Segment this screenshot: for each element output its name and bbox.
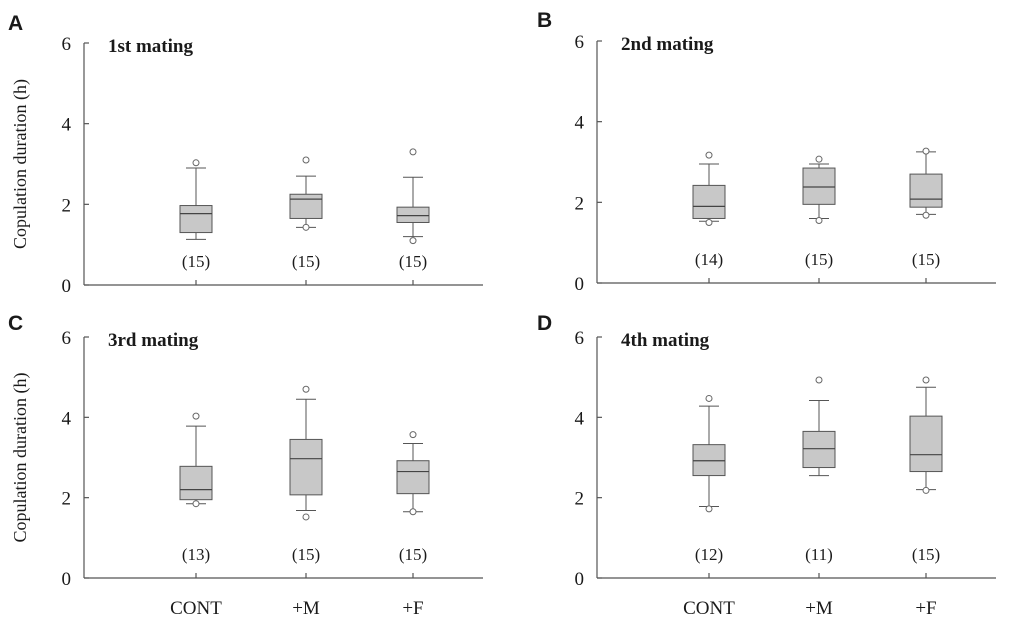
panel-c-box-2-box xyxy=(396,460,430,495)
panel-b-box-0-outlier xyxy=(705,151,713,159)
panel-d-box-1-n-label: (11) xyxy=(805,545,833,564)
panel-b-box-2-outlier xyxy=(922,211,930,219)
panel-d-y-tick-label: 0 xyxy=(575,569,585,590)
panel-c-y-tick-label: 0 xyxy=(62,569,72,590)
panel-a-box-0-outlier xyxy=(192,159,200,167)
panel-b-y-tick-label: 6 xyxy=(575,32,585,53)
panel-a-y-tick-label: 2 xyxy=(62,195,72,216)
panel-c-box-0-n-label: (13) xyxy=(182,545,210,564)
panel-c-box-0-outlier xyxy=(192,500,200,508)
panel-a-box-1-outlier xyxy=(302,156,310,164)
panel-c-x-label-2: +F xyxy=(402,598,423,619)
panel-d-box-2-box xyxy=(909,415,943,473)
panel-a-box-0-box xyxy=(179,205,213,234)
panel-c-letter: C xyxy=(8,312,23,335)
panel-a-box-2-outlier xyxy=(409,237,417,245)
panel-d-box-2-outlier xyxy=(922,486,930,494)
panel-d-box-0-outlier xyxy=(705,505,713,513)
panel-a-y-axis-label: Copulation duration (h) xyxy=(10,79,31,249)
panel-a-box-1-box xyxy=(289,193,323,219)
panel-c-x-label-0: CONT xyxy=(170,598,222,619)
panel-b-box-1-n-label: (15) xyxy=(805,250,833,269)
panel-c-box-1-outlier xyxy=(302,513,310,521)
panel-b-y-tick-label: 2 xyxy=(575,193,585,214)
panel-a-y-tick-label: 0 xyxy=(62,276,72,297)
panel-d-box-2-n-label: (15) xyxy=(912,545,940,564)
panel-a-letter: A xyxy=(8,12,23,35)
panel-b-title: 2nd mating xyxy=(621,34,714,55)
panel-a-box-2-outlier xyxy=(409,148,417,156)
panel-d-x-label-0: CONT xyxy=(683,598,735,619)
panel-b-y-tick-label: 4 xyxy=(575,113,585,134)
panel-c-box-1-box xyxy=(289,438,323,496)
panel-b-box-1-outlier xyxy=(815,216,823,224)
panel-c-y-tick-label: 6 xyxy=(62,328,72,349)
panel-b-box-1-outlier xyxy=(815,155,823,163)
panel-a-box-1-n-label: (15) xyxy=(292,252,320,271)
panel-d-box-0-outlier xyxy=(705,394,713,402)
panel-b-box-0-box xyxy=(692,184,726,219)
panel-d-box-2-outlier xyxy=(922,376,930,384)
panel-d-letter: D xyxy=(537,312,552,335)
panel-d-box-0-n-label: (12) xyxy=(695,545,723,564)
panel-b-y-tick-label: 0 xyxy=(575,274,585,295)
panel-c-x-label-1: +M xyxy=(292,598,320,619)
panel-a-box-2-box xyxy=(396,206,430,223)
panel-c-box-2-outlier xyxy=(409,431,417,439)
panel-c-box-0-box xyxy=(179,465,213,501)
panel-c-y-tick-label: 2 xyxy=(62,489,72,510)
panel-d-y-tick-label: 4 xyxy=(575,408,585,429)
panel-b-box-0-outlier xyxy=(705,219,713,226)
panel-d-title: 4th mating xyxy=(621,330,710,351)
panel-a-y-tick-label: 6 xyxy=(62,34,72,55)
panel-b-box-2-box xyxy=(909,173,943,208)
panel-b-letter: B xyxy=(537,9,552,32)
panel-b-box-1-box xyxy=(802,167,836,205)
panel-d-box-1-box xyxy=(802,430,836,469)
panel-c-box-2-n-label: (15) xyxy=(399,545,427,564)
panel-c-y-tick-label: 4 xyxy=(62,408,72,429)
panel-a-box-1-outlier xyxy=(302,223,310,231)
panel-c-box-2-outlier xyxy=(409,508,417,516)
panel-a-y-tick-label: 4 xyxy=(62,115,72,136)
panel-c-title: 3rd mating xyxy=(108,330,199,351)
panel-b-box-0-n-label: (14) xyxy=(695,250,723,269)
panel-c-box-1-outlier xyxy=(302,385,310,393)
panel-d-x-label-1: +M xyxy=(805,598,833,619)
panel-d-y-tick-label: 6 xyxy=(575,328,585,349)
panel-b-box-2-outlier xyxy=(922,147,930,155)
panel-d-x-label-2: +F xyxy=(915,598,936,619)
panel-c-box-1-n-label: (15) xyxy=(292,545,320,564)
panel-b-box-2-n-label: (15) xyxy=(912,250,940,269)
panel-d-y-tick-label: 2 xyxy=(575,489,585,510)
panel-a-box-2-n-label: (15) xyxy=(399,252,427,271)
panel-d-box-1-outlier xyxy=(815,376,823,384)
panel-d-box-0-box xyxy=(692,444,726,477)
panel-c-y-axis-label: Copulation duration (h) xyxy=(10,373,31,543)
panel-c-box-0-outlier xyxy=(192,412,200,420)
panel-a-box-0-n-label: (15) xyxy=(182,252,210,271)
panel-a-title: 1st mating xyxy=(108,36,193,57)
